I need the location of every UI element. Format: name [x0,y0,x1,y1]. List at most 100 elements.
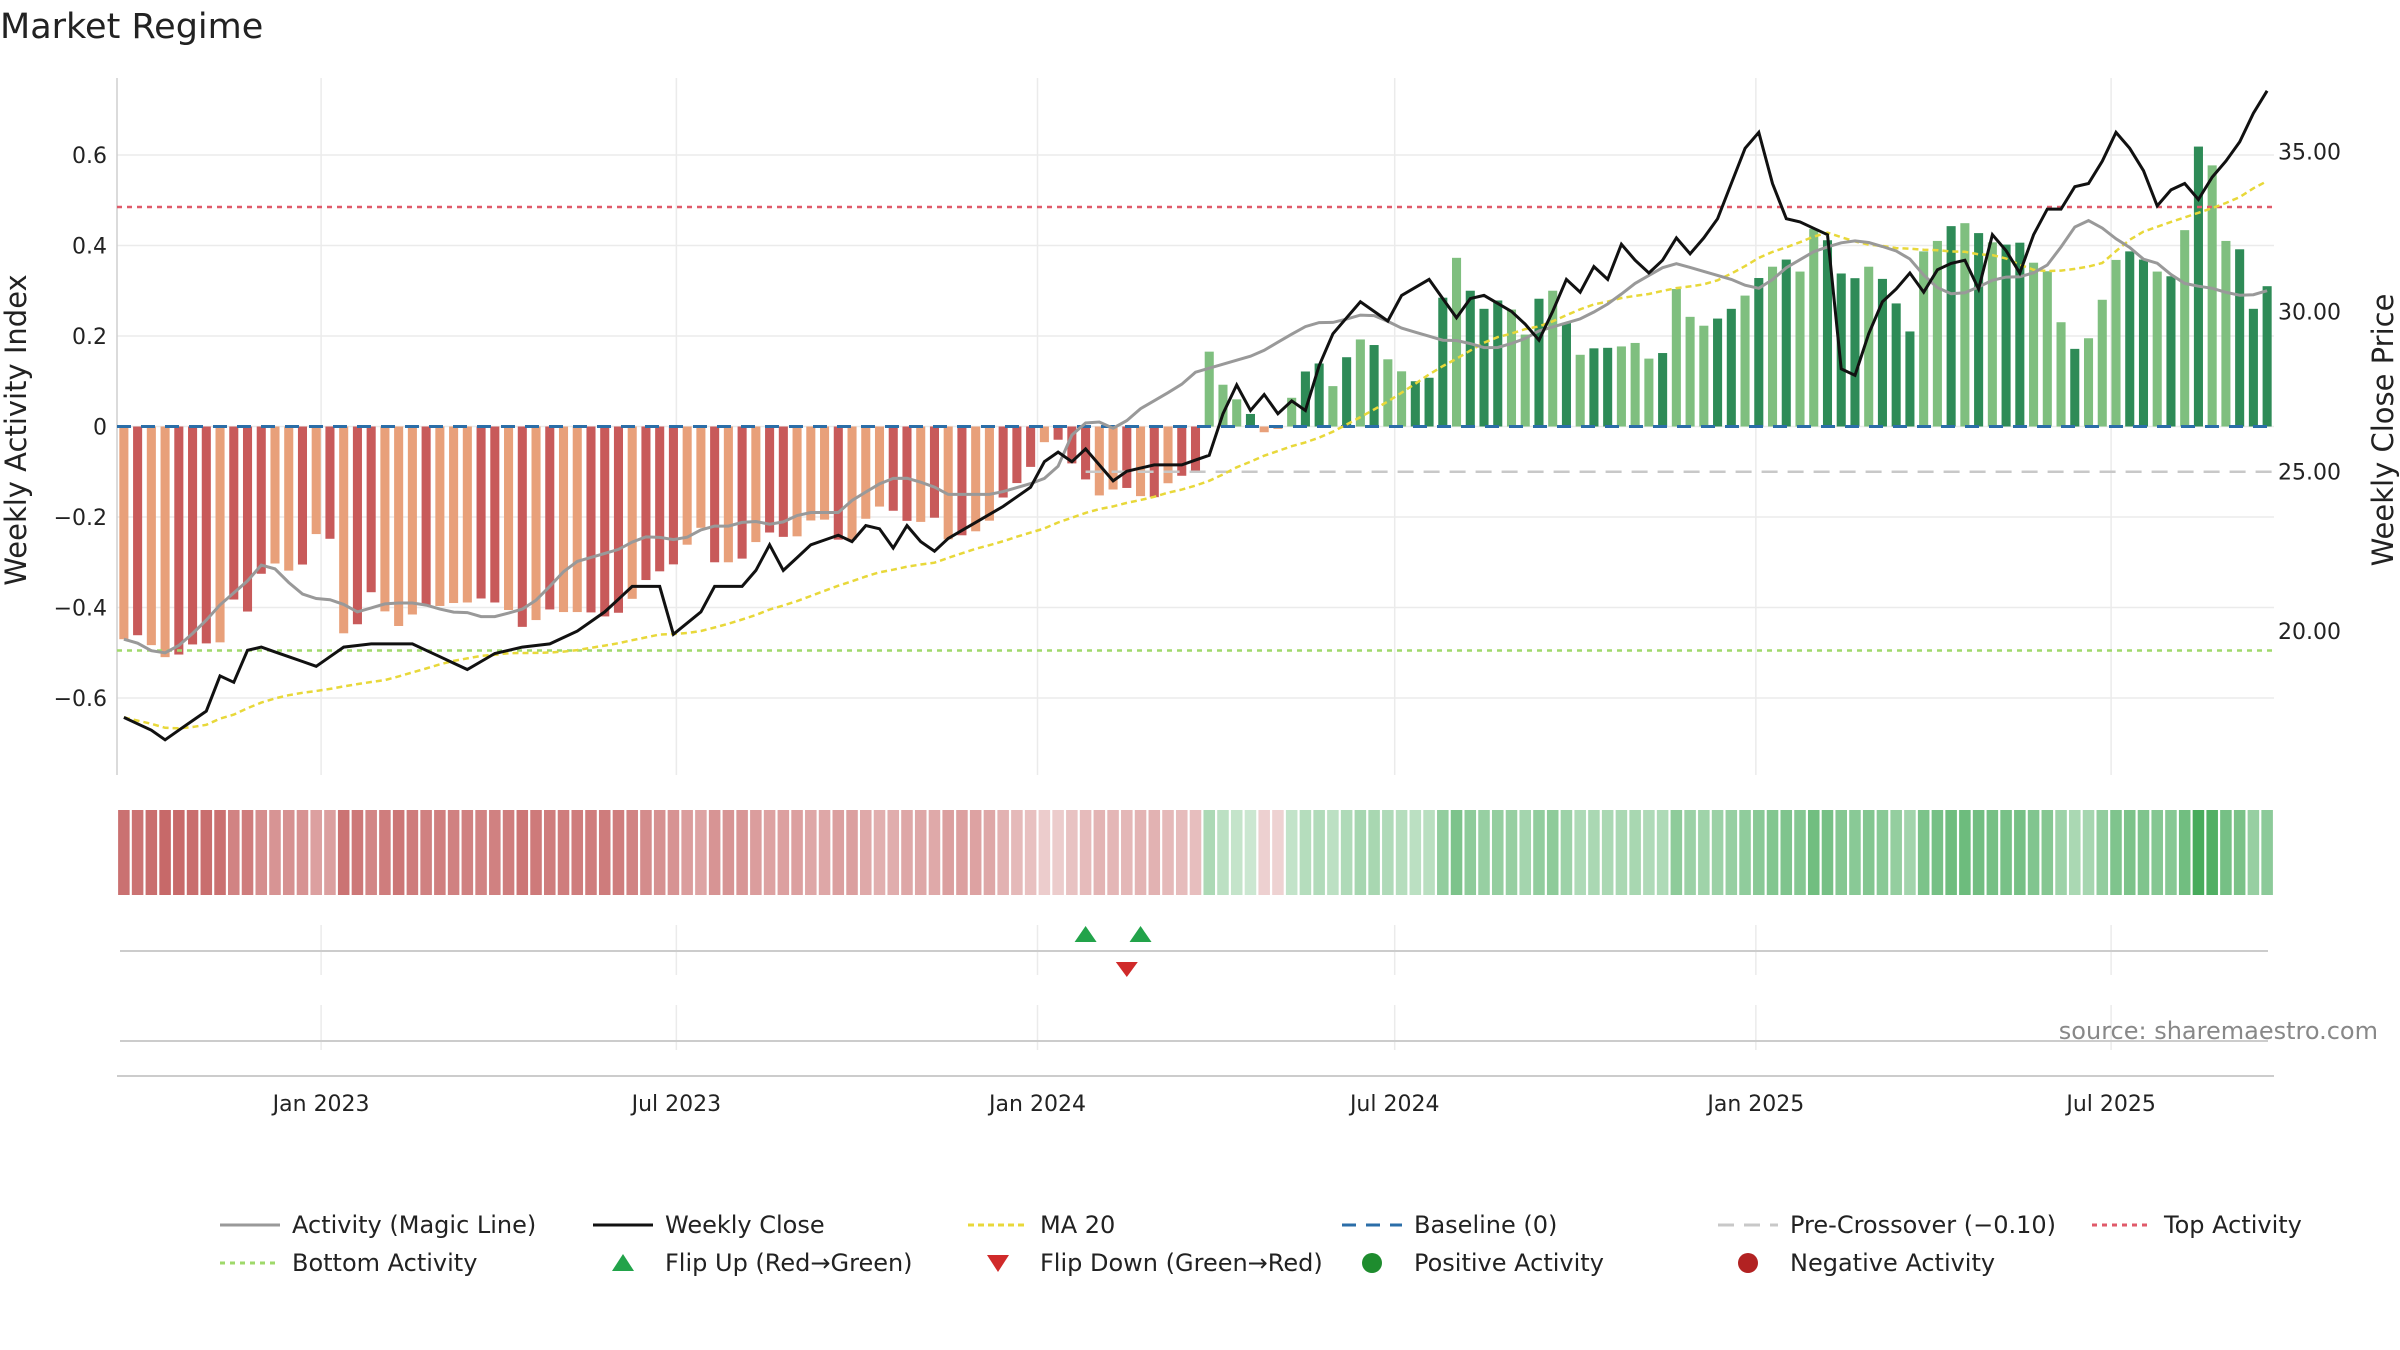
regime-strip-cell [1478,810,1490,895]
activity-bar [545,426,555,610]
regime-strip-cell [241,810,254,895]
activity-bar [2056,322,2066,427]
regime-strip-cell [324,810,336,895]
activity-bar [1905,331,1915,427]
activity-bar [531,426,541,621]
regime-strip-cell [791,810,803,895]
regime-strip-cell [1121,810,1133,895]
activity-bar [1218,384,1228,427]
regime-strip-cell [186,810,199,895]
regime-strip-cell [1313,810,1325,895]
activity-bar [943,426,953,540]
regime-strip-cell [2082,810,2095,895]
activity-bar [311,426,321,535]
regime-strip-cell [1588,810,1600,895]
activity-bar [765,426,775,533]
activity-bar [2207,165,2217,427]
regime-strip-cell [1011,810,1023,895]
regime-strip-cell [2192,810,2205,895]
activity-bar [229,426,239,600]
activity-bar [682,426,692,545]
activity-bar [1506,309,1517,427]
y-left-tick-label: −0.2 [54,506,107,531]
activity-bar [1603,347,1613,427]
regime-strip-cell [214,810,226,895]
activity-bar [1877,278,1887,427]
activity-bar [1108,426,1118,490]
regime-strip-cell [1450,810,1463,895]
activity-bar [847,426,857,540]
regime-strip-cell [859,810,872,895]
activity-bar [407,426,417,615]
x-tick-label: Jul 2023 [630,1092,722,1117]
activity-bar [2097,299,2107,427]
activity-bar [1548,290,1558,427]
regime-strip-cell [2096,810,2109,895]
activity-bar [1081,426,1091,480]
regime-strip-cell [1807,810,1820,895]
activity-bar [2083,338,2094,427]
activity-bar [1039,426,1049,443]
regime-strip-cell [420,810,432,895]
activity-bar [256,426,266,574]
regime-strip-cell [447,810,460,895]
regime-strip-cell [1382,810,1394,895]
regime-strip-cell [544,810,556,895]
activity-bar [1245,413,1255,427]
regime-strip-cell [1684,810,1696,895]
legend-item: Weekly Close [593,1211,825,1239]
activity-bar [325,426,335,539]
activity-bar [833,426,843,540]
activity-bar [490,426,500,603]
activity-bar [1534,298,1544,427]
activity-bar [1479,308,1489,427]
regime-strip-cell [1821,810,1834,895]
activity-bar [710,426,720,563]
regime-strip-cell [1340,810,1353,895]
regime-strip-cell [2151,810,2163,895]
activity-bar [1053,426,1063,440]
activity-bar [2262,286,2272,427]
legend: Activity (Magic Line) Weekly Close MA 20 Ba… [220,1211,2302,1277]
regime-strip-cell [145,810,158,895]
activity-bar [160,426,170,658]
activity-bar [1383,359,1393,427]
activity-bar [806,426,816,521]
regime-strip-cell [1148,810,1161,895]
y-right-tick-label: 25.00 [2278,460,2341,485]
x-tick-label: Jan 2024 [987,1092,1086,1117]
activity-bar [613,426,624,613]
activity-bar [586,426,596,613]
activity-bar [1644,358,1654,427]
regime-strip-cell [1134,810,1147,895]
regime-strip-cell [873,810,886,895]
activity-bar [957,426,967,536]
y-left-tick-label: 0 [93,416,107,441]
regime-strip-cell [118,810,130,895]
legend-label: Bottom Activity [292,1249,477,1277]
activity-bar [1342,357,1352,427]
regime-strip-cell [1052,810,1064,895]
legend-swatch [1362,1253,1382,1273]
activity-bar [1410,381,1420,427]
activity-bar [2070,348,2080,427]
activity-bar [2180,230,2190,427]
activity-bar [792,426,802,537]
regime-strip-cell [2041,810,2054,895]
activity-bar [820,426,830,520]
regime-strip-cell [1093,810,1106,895]
activity-bar [1726,308,1736,427]
activity-bar [297,426,308,565]
activity-bar [723,426,733,563]
legend-item: MA 20 [968,1211,1115,1239]
regime-strip-cell [502,810,515,895]
regime-strip-cell [516,810,529,895]
regime-strip-cell [2110,810,2122,895]
activity-bar [902,426,912,521]
regime-strip-cell [585,810,597,895]
flip-up-marker [1074,926,1097,942]
regime-strip-cell [2137,810,2150,895]
legend-item: Baseline (0) [1342,1211,1557,1239]
legend-item: Flip Down (Green→Red) [987,1249,1323,1277]
activity-bar [984,426,994,521]
